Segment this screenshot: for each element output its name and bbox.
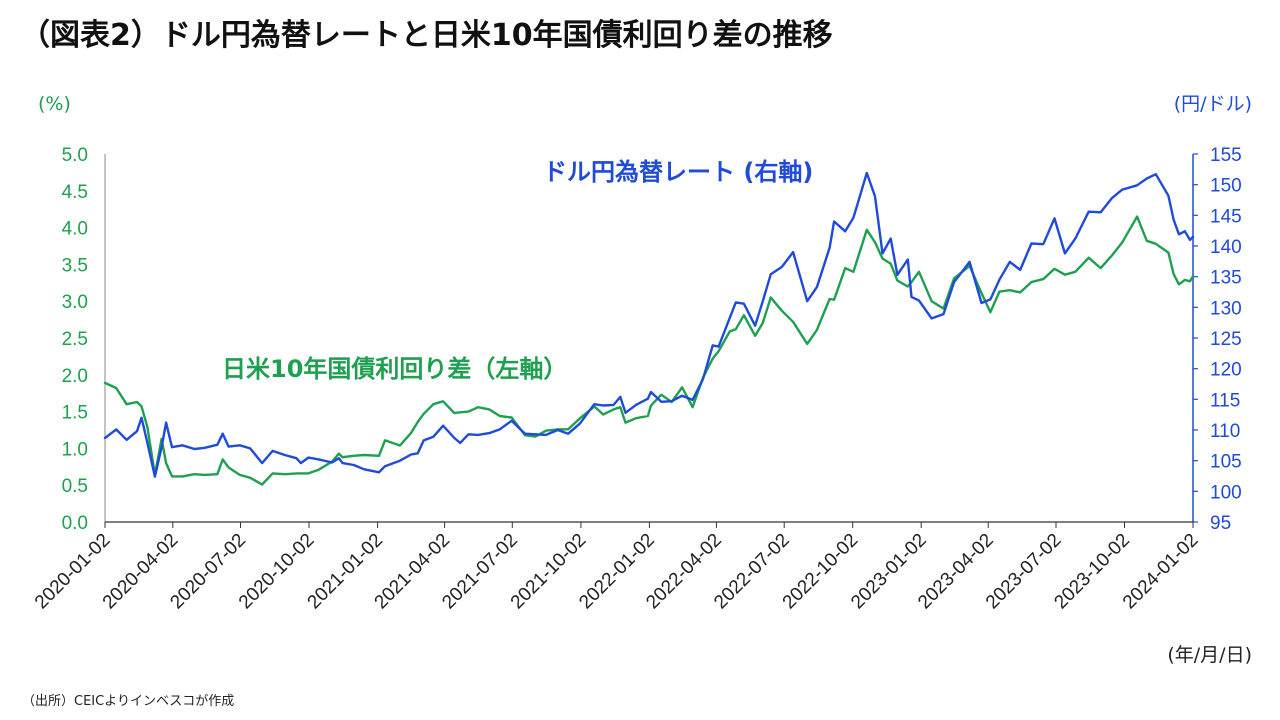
y-left-tick-label: 0.5 bbox=[62, 476, 88, 497]
source-note: （出所）CEICよりインベスコが作成 bbox=[22, 694, 235, 709]
y-left-tick-label: 2.5 bbox=[62, 329, 88, 350]
y-left-axis-ticks: 0.0 0.5 1.0 1.5 2.0 2.5 3.0 3.5 4.0 4.5 5.0 bbox=[62, 145, 88, 534]
y-right-tick-label: 105 bbox=[1210, 452, 1242, 473]
series-line-rate-spread bbox=[103, 215, 1195, 486]
series-lines bbox=[103, 171, 1195, 486]
y-left-tick-label: 3.0 bbox=[62, 292, 88, 313]
y-left-tick-label: 1.5 bbox=[62, 403, 88, 424]
y-left-tick-label: 2.0 bbox=[62, 366, 88, 387]
y-left-tick-label: 4.5 bbox=[62, 182, 88, 203]
y-right-tick-label: 130 bbox=[1210, 298, 1242, 319]
y-right-unit-label: (円/ドル) bbox=[1174, 93, 1252, 115]
y-left-tick-label: 0.0 bbox=[62, 513, 88, 534]
y-right-tick-label: 140 bbox=[1210, 237, 1242, 258]
y-right-tick-label: 110 bbox=[1210, 421, 1240, 442]
series-label-usdjpy: ドル円為替レート (右軸) bbox=[543, 158, 813, 186]
x-unit-label: (年/月/日) bbox=[1167, 644, 1252, 666]
y-right-tick-label: 115 bbox=[1210, 390, 1240, 411]
y-left-unit-label: (%) bbox=[38, 93, 71, 115]
y-right-tick-label: 145 bbox=[1210, 206, 1242, 227]
y-right-tick-label: 155 bbox=[1210, 145, 1242, 166]
y-right-tick-label: 135 bbox=[1210, 268, 1242, 289]
y-right-tick-label: 100 bbox=[1210, 482, 1242, 503]
y-left-tick-label: 3.5 bbox=[62, 255, 88, 276]
chart-title: （図表2）ドル円為替レートと日米10年国債利回り差の推移 bbox=[20, 18, 833, 53]
y-right-axis-ticks: 95 100 105 110 115 120 125 130 135 140 145 150 155 bbox=[1193, 145, 1242, 534]
y-right-tick-label: 120 bbox=[1210, 360, 1242, 381]
y-left-tick-label: 4.0 bbox=[62, 219, 88, 240]
y-right-tick-label: 95 bbox=[1210, 513, 1231, 534]
series-label-rate-spread: 日米10年国債利回り差（左軸） bbox=[222, 355, 567, 383]
y-left-tick-label: 1.0 bbox=[62, 439, 88, 460]
x-axis-ticks: 2020-01-022020-04-022020-07-022020-10-02… bbox=[31, 522, 1203, 613]
series-line-usdjpy bbox=[103, 171, 1195, 478]
y-left-tick-label: 5.0 bbox=[62, 145, 88, 166]
y-right-tick-label: 150 bbox=[1210, 176, 1242, 197]
y-right-tick-label: 125 bbox=[1210, 329, 1242, 350]
